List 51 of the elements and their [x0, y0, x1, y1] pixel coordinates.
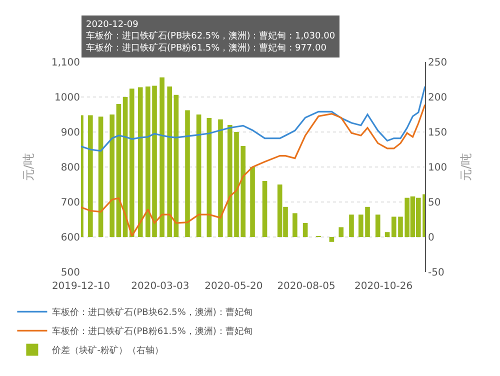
x-tick-label: 2020-03-03 — [131, 281, 190, 292]
y2-tick-label: -50 — [428, 268, 444, 278]
bar — [375, 214, 380, 237]
y-tick-label: 1,100 — [51, 58, 80, 68]
y2-tick-label: 250 — [428, 58, 448, 68]
bar — [302, 223, 308, 237]
bar — [329, 237, 334, 242]
text: 车板价：进口铁矿石(PB块62.5%，澳洲)：曹妃甸 : 1,030.00 — [86, 30, 336, 42]
y-axis-title: 元/吨 — [22, 152, 36, 182]
y2-tick-label: 100 — [428, 162, 448, 174]
x-tick-label: 2020-08-05 — [277, 281, 336, 292]
text: 车板价：进口铁矿石(PB粉61.5%，澳洲)：曹妃甸 : 977.00 — [86, 42, 327, 54]
bar — [250, 167, 255, 237]
bar — [206, 118, 212, 237]
legend-label: 车板价：进口铁矿石(PB粉61.5%，澳洲)：曹妃甸 — [52, 326, 252, 338]
bar — [174, 94, 179, 237]
y-tick-label: 600 — [60, 232, 80, 244]
line-series — [81, 86, 425, 152]
bar — [349, 214, 354, 237]
bar — [160, 77, 164, 237]
y2-tick-label: 0 — [428, 232, 434, 244]
x-tick-label: 2020-05-20 — [204, 281, 263, 292]
bar — [110, 114, 114, 237]
bar — [292, 213, 298, 237]
y-tick-label: 500 — [60, 268, 80, 278]
text: 2020-12-09 — [86, 20, 139, 30]
line-series — [81, 104, 425, 237]
y-tick-label: 900 — [60, 128, 80, 138]
y2-tick-label: 150 — [428, 128, 448, 138]
x-tick-label: 2020-10-26 — [354, 281, 413, 292]
x-tick-label: 2019-12-10 — [52, 281, 110, 292]
y2-tick-label: 200 — [428, 92, 448, 104]
bar — [384, 232, 390, 237]
bar — [262, 181, 268, 237]
y-tick-label: 1000 — [54, 92, 80, 104]
bar — [218, 119, 223, 237]
bar — [338, 227, 344, 237]
bar — [196, 114, 202, 237]
bar — [167, 86, 172, 237]
y-tick-label: 800 — [60, 162, 80, 174]
y2-axis-title: 元/吨 — [458, 152, 473, 182]
bar — [129, 88, 134, 237]
bar — [88, 115, 93, 237]
bar — [116, 104, 122, 237]
bar — [138, 87, 143, 237]
y-tick-label: 700 — [60, 198, 80, 208]
legend-label: 车板价：进口铁矿石(PB块62.5%，澳洲)：曹妃甸 — [52, 307, 252, 318]
y2-tick-label: 50 — [428, 198, 441, 208]
legend-label: 价差（块矿-粉矿）（右轴） — [51, 345, 164, 356]
bar — [185, 110, 190, 237]
bar — [98, 116, 104, 237]
